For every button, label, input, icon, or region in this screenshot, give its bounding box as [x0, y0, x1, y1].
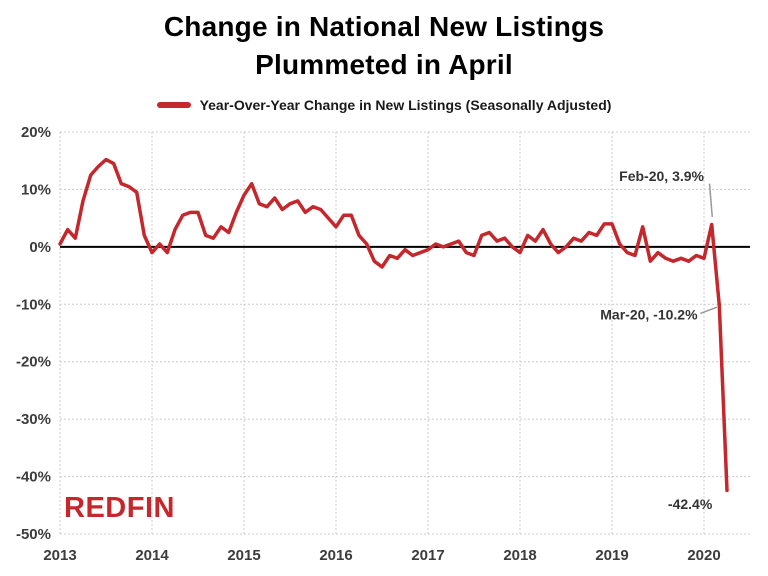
- x-tick-label: 2015: [227, 547, 260, 564]
- y-tick-label: 20%: [21, 124, 51, 141]
- legend-line-swatch: [156, 102, 191, 108]
- y-tick-label: -20%: [16, 354, 51, 371]
- x-tick-label: 2017: [411, 547, 444, 564]
- yoy-new-listings-line-chart: 20% 10% 0% -10% -20% -30% -40% -50% 2013 2014 2015…: [16, 124, 750, 564]
- annotation-connector: [700, 306, 718, 315]
- y-tick-label: -50%: [16, 526, 51, 543]
- y-tick-label: -10%: [16, 296, 51, 313]
- x-tick-label: 2014: [135, 547, 169, 564]
- chart-title: Change in National New Listings Plummete…: [0, 8, 768, 84]
- x-tick-label: 2020: [687, 547, 720, 564]
- chart-title-line2: Plummeted in April: [255, 49, 513, 80]
- y-tick-label: 10%: [21, 181, 51, 198]
- redfin-logo: REDFIN: [64, 492, 175, 524]
- y-tick-label: -40%: [16, 469, 51, 486]
- y-tick-label: -30%: [16, 411, 51, 428]
- x-tick-label: 2013: [43, 547, 76, 564]
- annotation-label: -42.4%: [668, 496, 713, 512]
- legend-label: Year-Over-Year Change in New Listings (S…: [199, 97, 612, 113]
- annotation-connector: [708, 183, 714, 218]
- x-tick-label: 2016: [319, 547, 352, 564]
- annotation-label: Mar-20, -10.2%: [600, 307, 698, 323]
- y-tick-label: 0%: [29, 239, 51, 256]
- x-tick-label: 2018: [503, 547, 536, 564]
- chart-title-line1: Change in National New Listings: [163, 11, 605, 42]
- series-line: [58, 157, 729, 493]
- annotation-label: Feb-20, 3.9%: [619, 168, 704, 184]
- legend: Year-Over-Year Change in New Listings (S…: [0, 97, 768, 113]
- x-tick-label: 2019: [595, 547, 628, 564]
